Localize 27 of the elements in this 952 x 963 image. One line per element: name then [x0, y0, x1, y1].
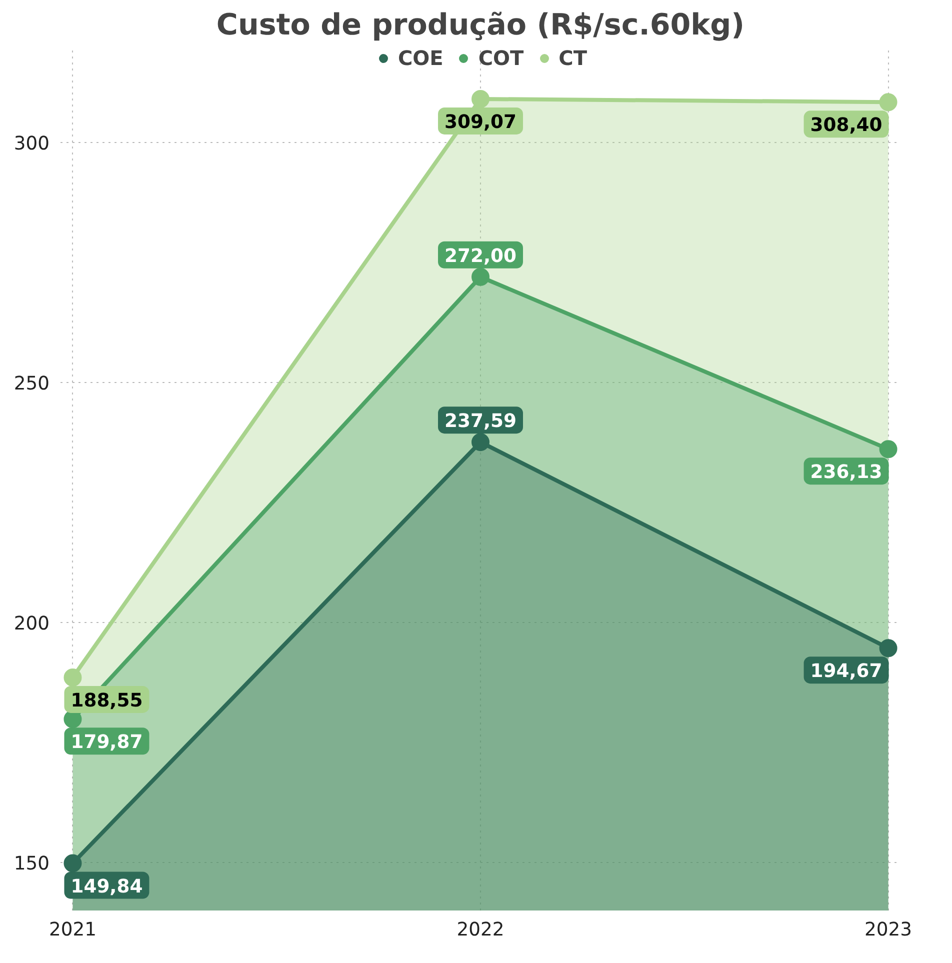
data-label: 309,07	[444, 112, 517, 133]
x-tick-label: 2021	[48, 920, 96, 940]
data-label: 194,67	[810, 661, 882, 682]
data-label: 272,00	[444, 246, 517, 267]
y-tick-label: 300	[14, 134, 50, 154]
data-label: 179,87	[70, 732, 143, 754]
point	[472, 433, 490, 452]
data-label: 149,84	[70, 876, 143, 898]
data-label: 236,13	[810, 462, 882, 484]
data-label: 308,40	[810, 115, 882, 136]
y-tick-label: 150	[14, 854, 50, 874]
point	[879, 639, 898, 658]
point	[64, 854, 82, 872]
legend-label: COE	[398, 46, 444, 70]
x-tick-label: 2023	[864, 920, 912, 940]
y-tick-label: 200	[14, 614, 50, 634]
point	[879, 440, 898, 458]
data-label: 188,55	[70, 690, 143, 712]
chart-title: Custo de produção (R$/sc.60kg)	[216, 8, 745, 42]
data-label: 237,59	[444, 411, 517, 432]
x-tick-label: 2022	[456, 920, 504, 940]
point	[879, 93, 898, 112]
point	[64, 668, 82, 686]
legend-label: CT	[558, 46, 587, 70]
point	[472, 268, 490, 286]
legend-label: COT	[478, 46, 524, 70]
y-tick-label: 250	[14, 374, 50, 394]
